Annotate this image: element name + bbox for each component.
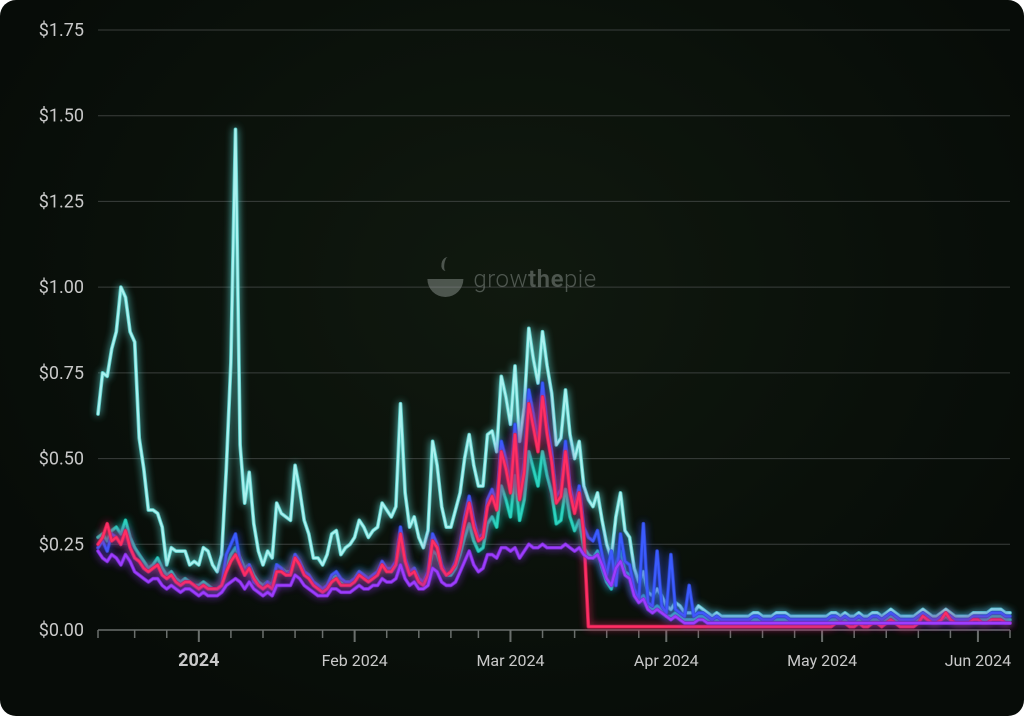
x-axis-label: Feb 2024 [322, 651, 388, 670]
x-axis-label: 2024 [178, 650, 219, 671]
y-axis-label: $1.75 [39, 20, 84, 41]
y-axis-label: $1.50 [39, 106, 84, 127]
x-axis-label: Jun 2024 [945, 651, 1011, 670]
y-axis-label: $0.75 [39, 363, 84, 384]
y-axis-label: $1.25 [39, 191, 84, 212]
y-axis-label: $0.00 [39, 620, 84, 641]
x-axis-label: May 2024 [787, 651, 857, 670]
y-axis-label: $0.50 [39, 449, 84, 470]
chart-container: $0.00 $0.25 $0.50 $0.75 $1.00 $1.25 $1.50 $1.75… [0, 0, 1024, 716]
y-axis-label: $0.25 [39, 534, 84, 555]
y-axis-label: $1.00 [39, 277, 84, 298]
x-axis-label: Mar 2024 [476, 651, 544, 670]
x-axis-label: Apr 2024 [634, 651, 699, 670]
chart-svg: $0.00 $0.25 $0.50 $0.75 $1.00 $1.25 $1.50 $1.75… [0, 0, 1024, 716]
